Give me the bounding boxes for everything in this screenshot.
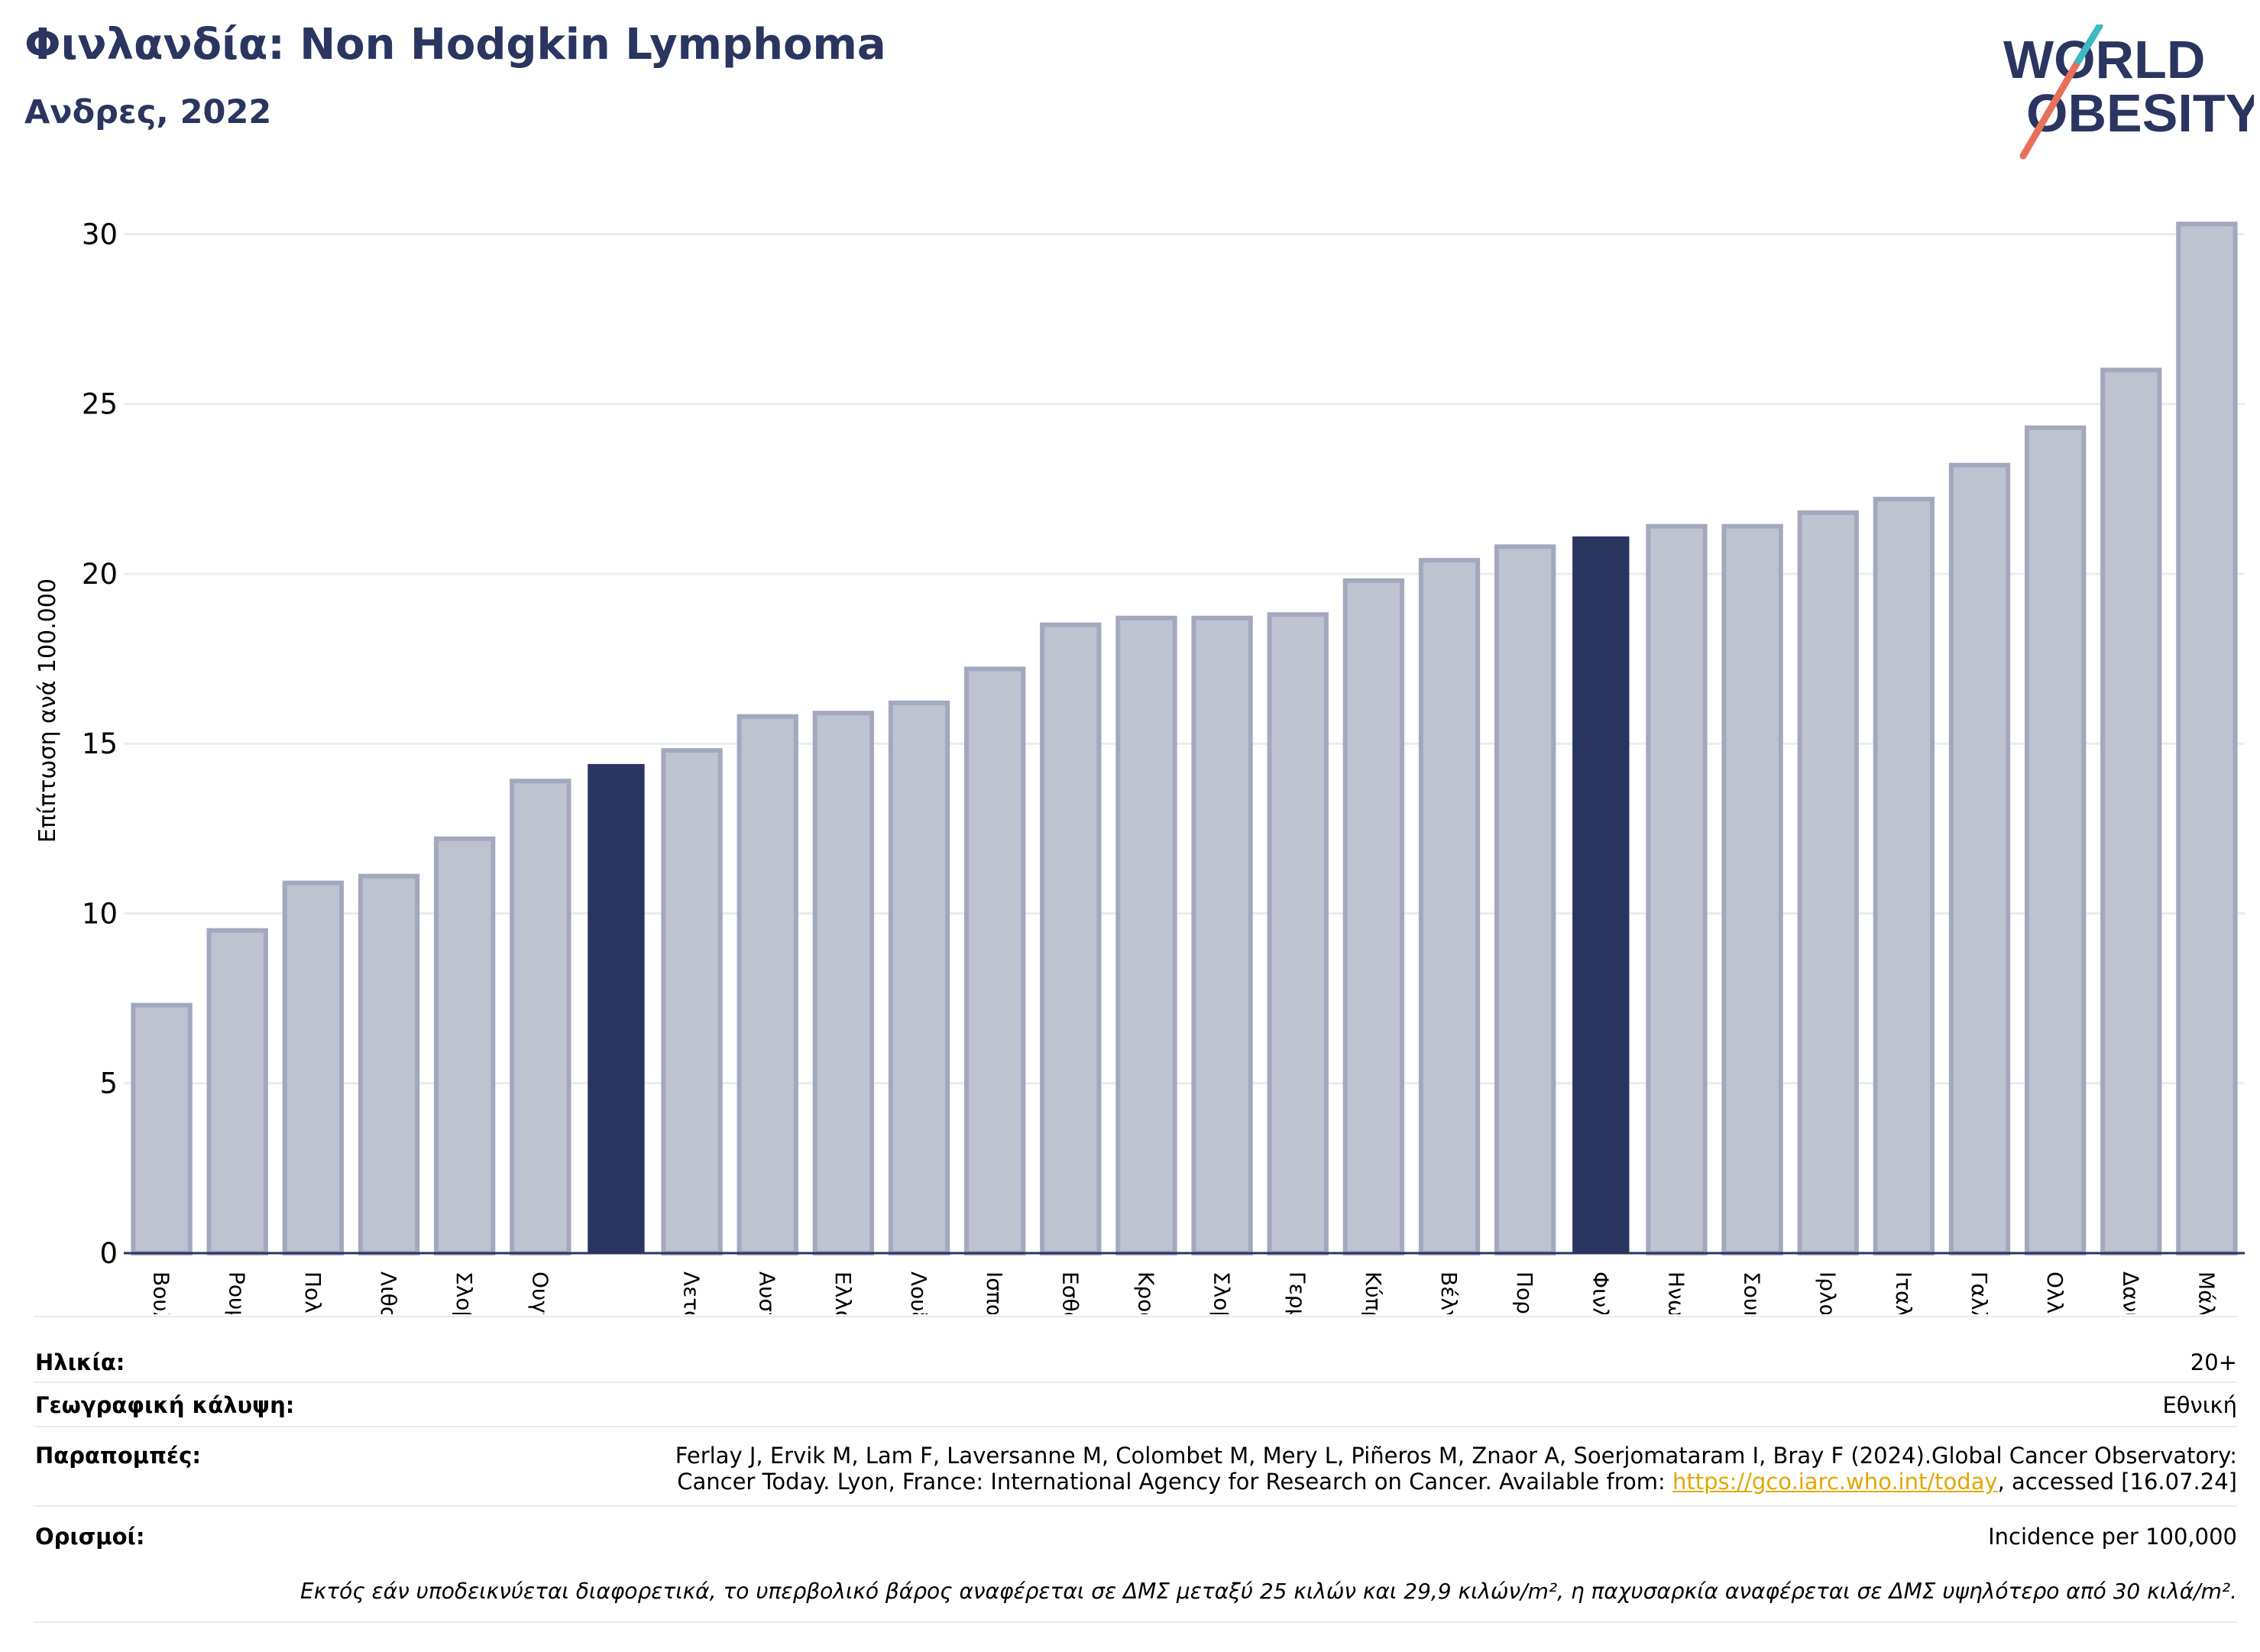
bar-Κύπρος <box>1342 578 1405 1255</box>
definitions-value: Incidence per 100,000 <box>1988 1524 2237 1550</box>
bar-Ελλάδα <box>812 711 875 1255</box>
x-tick-label: Γαλλία <box>1967 1271 1992 1314</box>
references-label: Παραπομπές: <box>35 1443 201 1469</box>
coverage-label: Γεωγραφική κάλυψη: <box>35 1392 295 1418</box>
x-tick-label: Σλοβακία <box>452 1271 477 1314</box>
references-line1: Ferlay J, Ervik M, Lam F, Laversanne M, … <box>675 1443 2237 1469</box>
x-tick-label: Πολωνία <box>300 1271 325 1314</box>
bar-highlight <box>588 763 645 1253</box>
x-tick-label: Ουγγαρία <box>527 1271 552 1314</box>
x-tick-label: Πορτογαλία <box>1512 1271 1537 1314</box>
bar-Φινλανδία <box>1572 536 1630 1253</box>
x-tick-label: Λετονία <box>679 1271 704 1314</box>
bars <box>131 222 2238 1256</box>
bar-Γερμανία <box>1267 612 1329 1255</box>
bar-Μάλτα <box>2176 222 2238 1256</box>
y-tick-label: 15 <box>82 727 118 760</box>
chart-subtitle: Ανδρες, 2022 <box>24 93 272 131</box>
x-tick-label: Ιταλία <box>1891 1271 1916 1314</box>
y-tick-label: 20 <box>82 558 118 591</box>
x-tick-label: Σλοβενία <box>1209 1271 1235 1314</box>
references-line2: Cancer Today. Lyon, France: Internationa… <box>675 1469 2237 1495</box>
x-tick-label: Βουλγαρία <box>149 1271 174 1314</box>
y-tick-label: 30 <box>82 218 118 251</box>
world-obesity-logo: WORLD OBESITY <box>2003 24 2254 160</box>
x-tick-label: Σουηδία <box>1740 1271 1765 1314</box>
y-tick-label: 0 <box>99 1237 118 1270</box>
bottom-divider <box>34 1621 2237 1623</box>
x-tick-label: Λουξεμβούργο <box>906 1271 931 1314</box>
coverage-value: Εθνική <box>2162 1392 2237 1418</box>
meta-row-age: Ηλικία: 20+ <box>34 1316 2237 1386</box>
meta-row-references: Παραπομπές: Ferlay J, Ervik M, Lam F, La… <box>34 1426 2237 1507</box>
y-tick-label: 5 <box>99 1067 118 1100</box>
x-tick-label: Ρουμανία <box>225 1271 250 1314</box>
bar-Δανία <box>2100 368 2162 1255</box>
references-line2-post: , accessed [16.07.24] <box>1997 1469 2237 1495</box>
references-link[interactable]: https://gco.iarc.who.int/today <box>1672 1469 1998 1495</box>
x-tick-label: Γερμανία <box>1285 1271 1310 1314</box>
logo-line2: OBESITY <box>2026 83 2254 143</box>
bar-Πορτογαλία <box>1494 544 1556 1255</box>
bar-Βουλγαρία <box>131 1003 193 1255</box>
definitions-label: Ορισμοί: <box>35 1524 145 1550</box>
y-axis-ticks: 0 5 10 15 20 25 30 <box>82 218 118 1270</box>
bar-Ιρλανδία <box>1797 510 1859 1255</box>
references-value: Ferlay J, Ervik M, Lam F, Laversanne M, … <box>675 1443 2237 1495</box>
x-tick-label: Αυστρία <box>755 1271 780 1314</box>
x-axis-ticks: Βουλγαρία Ρουμανία Πολωνία Λιθουανία Σλοβακί… <box>149 1271 2220 1314</box>
x-tick-label: Ισπανία <box>982 1271 1007 1314</box>
x-tick-label: Ιρλανδία <box>1815 1271 1841 1314</box>
chart-title: Φινλανδία: Non Hodgkin Lymphoma <box>24 20 886 70</box>
bar-Λιθουανία <box>358 873 420 1255</box>
meta-row-definitions: Ορισμοί: Incidence per 100,000 <box>34 1505 2237 1568</box>
bar-Λετονία <box>661 748 723 1255</box>
bar-Αυστρία <box>737 714 798 1255</box>
bar-Ιταλία <box>1873 497 1935 1255</box>
bar-Σουηδία <box>1721 523 1783 1255</box>
x-tick-label: Κύπρος <box>1361 1271 1386 1314</box>
bar-Σλοβενία <box>1191 615 1253 1255</box>
bar-Ηνωμένο Βασίλειο <box>1646 523 1708 1255</box>
x-tick-label: Κροατία <box>1133 1271 1158 1314</box>
x-tick-label: Φινλανδία <box>1588 1271 1613 1314</box>
y-tick-label: 10 <box>82 897 118 930</box>
bar-Λουξεμβούργο <box>888 700 950 1255</box>
y-axis-label: Επίπτωση ανά 100.000 <box>34 578 61 843</box>
x-tick-label: Δανία <box>2118 1271 2143 1314</box>
x-tick-label: Ηνωμένο Βασίλειο <box>1663 1271 1689 1314</box>
x-tick-label: Λιθουανία <box>376 1271 401 1314</box>
age-value: 20+ <box>2190 1349 2237 1375</box>
bar-Πολωνία <box>282 880 345 1255</box>
x-tick-label: Εσθονία <box>1057 1271 1083 1314</box>
bar-Σλοβακία <box>433 836 496 1255</box>
bar-Κροατία <box>1115 615 1177 1255</box>
references-line2-pre: Cancer Today. Lyon, France: Internationa… <box>677 1469 1672 1495</box>
bar-chart: 0 5 10 15 20 25 30 Επίπτωση ανά 100.000 Βουλγα… <box>34 218 2245 1314</box>
bar-Ισπανία <box>963 666 1026 1255</box>
x-tick-label: Ολλανδία <box>2042 1271 2067 1314</box>
bar-Ουγγαρία <box>510 779 571 1255</box>
x-tick-label: Βέλγιο <box>1436 1271 1462 1314</box>
logo-line1: WORLD <box>2003 30 2205 89</box>
x-tick-label: Μάλτα <box>2194 1271 2219 1314</box>
y-tick-label: 25 <box>82 388 118 421</box>
meta-row-coverage: Γεωγραφική κάλυψη: Εθνική <box>34 1382 2237 1429</box>
x-tick-label: Ελλάδα <box>831 1271 856 1314</box>
bar-Βέλγιο <box>1418 558 1481 1255</box>
footnote: Εκτός εάν υποδεικνύεται διαφορετικά, το … <box>300 1579 2237 1604</box>
bar-Γαλλία <box>1948 462 2011 1256</box>
bar-Ρουμανία <box>206 928 268 1256</box>
bar-Ολλανδία <box>2024 425 2087 1255</box>
age-label: Ηλικία: <box>35 1349 125 1375</box>
bar-Εσθονία <box>1040 622 1102 1255</box>
